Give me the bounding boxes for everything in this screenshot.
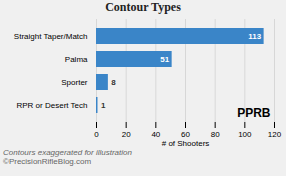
html-text:Contour Types: Contour Types	[105, 0, 181, 14]
svg-text:20: 20	[122, 130, 131, 139]
html-text:©PrecisionRifleBlog.com: ©PrecisionRifleBlog.com	[3, 157, 92, 166]
svg-text:Sporter: Sporter	[61, 78, 88, 87]
svg-text:51: 51	[160, 55, 169, 64]
svg-text:# of Shooters: # of Shooters	[162, 139, 210, 148]
svg-text:Palma: Palma	[65, 55, 88, 64]
svg-text:Straight Taper/Match: Straight Taper/Match	[14, 32, 88, 41]
svg-text:8: 8	[111, 78, 116, 87]
svg-text:113: 113	[248, 32, 261, 41]
svg-text:80: 80	[211, 130, 220, 139]
svg-text:40: 40	[151, 130, 160, 139]
svg-text:60: 60	[181, 130, 190, 140]
html-text:Contours exaggerated for illus: Contours exaggerated for illustration	[3, 148, 132, 157]
svg-text:PPRB: PPRB	[237, 106, 271, 120]
svg-text:100: 100	[238, 130, 252, 139]
svg-text:0: 0	[94, 130, 99, 139]
svg-text:1: 1	[101, 101, 106, 110]
svg-text:120: 120	[268, 130, 282, 139]
svg-text:RPR or Desert Tech: RPR or Desert Tech	[17, 101, 88, 110]
